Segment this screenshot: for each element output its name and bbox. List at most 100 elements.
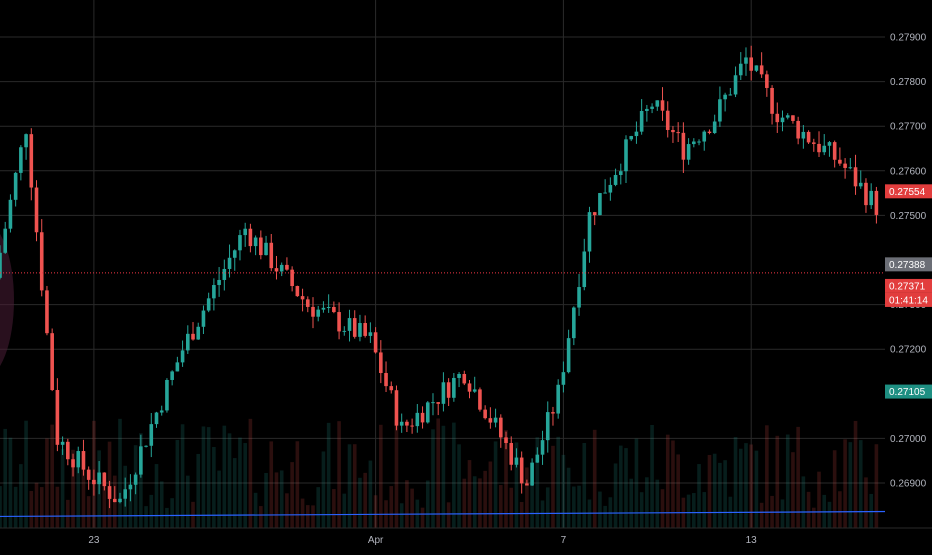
candle-body [123,489,127,499]
volume-bar [300,498,305,528]
volume-bar [858,440,863,528]
candle-body [770,87,774,114]
candle-body [39,232,44,291]
candle-body [577,287,581,308]
candle-body [791,115,795,121]
candle-body [222,268,227,280]
candle-body [405,421,409,426]
candle-body [864,182,868,206]
drawings[interactable] [0,37,932,518]
candle-body [363,323,367,336]
candle-body [379,352,383,374]
candle-body [572,307,576,339]
candle-body [274,268,279,272]
candle-body [801,131,806,139]
time-scale[interactable]: 23Apr7132027May111825Jun [0,527,932,550]
candle-body [540,440,545,455]
candle-body [425,402,430,423]
volume-bar [337,421,341,528]
volume-bar [676,454,680,528]
candle-body [561,372,566,385]
volume-bar [102,475,107,528]
candle-body [483,409,487,419]
volume-bar [812,507,816,528]
candle-body [259,237,263,256]
volume-bar [472,476,477,528]
time-scale-background [0,528,932,550]
candle-body [665,110,670,130]
candle-body [71,459,75,468]
target-price-badge: 0.27105 [889,387,926,398]
volume-bar [420,507,425,528]
entry-price-badge: 0.27388 [889,260,926,271]
candle-body [149,424,154,446]
volume-bar [838,491,842,528]
candle-body [269,242,274,269]
candle-body [76,451,81,468]
target-price-badge-background [885,384,932,399]
volume-bar [295,441,300,528]
candle-body [467,383,472,392]
volume-bar [577,485,581,528]
volume-bar [399,503,404,528]
candle-body [50,333,54,391]
candle-body [243,228,247,236]
volume-bar [3,428,8,528]
volume-bar [311,505,315,528]
volume-bar [45,438,49,528]
candle-body [702,131,707,142]
last-price-badge: 0.27371 [889,281,926,292]
candle-body [86,469,91,480]
candle-body [853,167,858,187]
candle-body [311,306,315,317]
candle-body [462,373,467,384]
candle-body [738,63,743,76]
candle-body [832,142,837,160]
volume-bar [655,479,660,528]
candle-body [660,100,665,111]
stop-price-badge-background [885,184,932,199]
candle-body [431,402,435,404]
candle-body [744,57,748,64]
candle-body [97,472,101,485]
volume-bar [457,444,461,528]
candle-body [34,187,39,233]
candle-body [650,106,654,109]
candle-body [45,290,49,334]
volume-bar [410,488,414,528]
candle-body [780,117,785,123]
candle-body [634,131,639,137]
candle-body [332,307,336,313]
volume-bar [290,462,294,528]
candle-body [347,318,352,331]
volume-bar [76,463,81,528]
candle-body [316,309,321,317]
volume-bar [483,470,487,528]
volume-bar [13,486,18,528]
price-tick-label: 0.27900 [890,33,927,44]
volume-bar [791,452,795,528]
volume-bar [212,446,216,528]
candle-body [201,310,206,327]
volume-bar [175,439,180,528]
candle-body [144,445,148,447]
volume-bar [759,502,764,528]
volume-bar [582,442,587,528]
volume-bar [180,424,185,528]
candle-body [128,484,133,490]
candle-body [410,425,414,427]
volume-bar [545,487,550,528]
volume-bars [0,418,879,528]
candle-body [556,384,560,414]
candle-body [399,421,404,426]
volume-bar [665,434,670,528]
trendline[interactable] [0,503,932,518]
volume-bar [39,487,44,528]
candle-body [8,199,13,229]
volume-bar [159,481,164,528]
volume-bar [712,453,717,528]
volume-bar [692,493,696,528]
